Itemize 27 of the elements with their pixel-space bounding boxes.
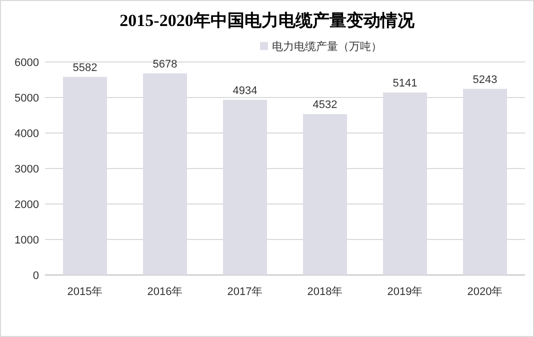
y-tick-label: 0 — [32, 270, 39, 282]
x-tick-label: 2019年 — [387, 286, 423, 298]
x-tick-label: 2018年 — [307, 286, 343, 298]
legend-label: 电力电缆产量（万吨） — [272, 40, 382, 53]
y-tick-label: 2000 — [14, 199, 39, 211]
data-label: 5141 — [392, 77, 418, 90]
y-tick-label: 1000 — [14, 234, 39, 246]
bar — [463, 88, 507, 275]
x-tick-label: 2017年 — [227, 286, 263, 298]
data-label: 5243 — [472, 74, 498, 86]
data-label: 4532 — [312, 99, 338, 112]
y-tick-label: 3000 — [14, 164, 39, 176]
bar — [383, 92, 427, 275]
bar — [63, 76, 107, 275]
data-label: 5678 — [152, 58, 178, 70]
x-tick-label: 2015年 — [67, 286, 103, 298]
bar — [143, 73, 187, 275]
x-tick-label: 2016年 — [147, 286, 183, 298]
bar — [223, 100, 267, 275]
y-tick-label: 6000 — [14, 57, 39, 69]
x-tick-label: 2020年 — [467, 286, 503, 298]
y-tick-label: 5000 — [14, 92, 39, 104]
chart-title: 2015-2020年中国电力电缆产量变动情况 — [120, 11, 416, 30]
data-label: 4934 — [232, 84, 258, 97]
data-label: 5582 — [72, 62, 98, 74]
y-tick-label: 4000 — [14, 128, 39, 140]
bar — [303, 114, 347, 275]
